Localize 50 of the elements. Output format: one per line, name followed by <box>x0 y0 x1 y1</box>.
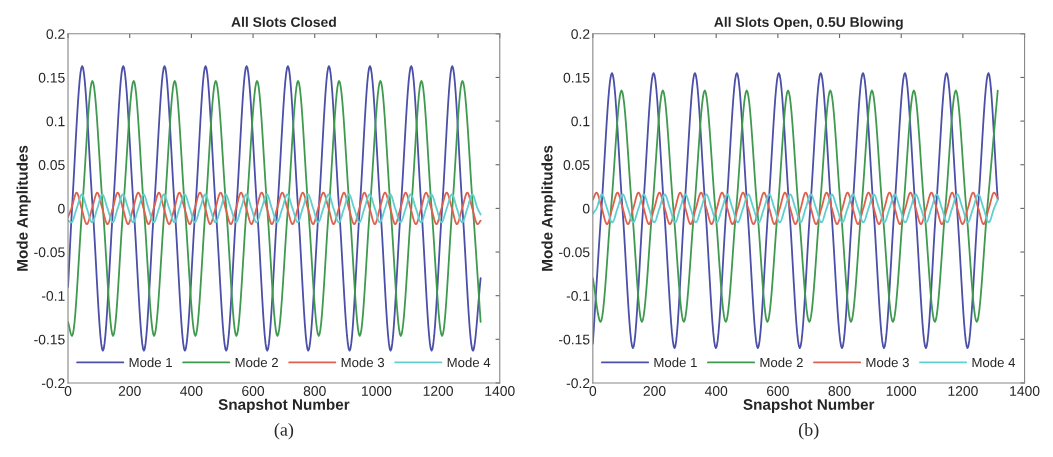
x-tick-label: 0 <box>64 386 72 396</box>
x-tick-label: 1000 <box>886 386 917 396</box>
x-tick-label: 600 <box>242 386 265 396</box>
legend-label: Mode 1 <box>654 357 697 368</box>
y-tick-label: 0.15 <box>563 72 590 83</box>
legend-label: Mode 4 <box>447 357 491 368</box>
y-axis-title: Mode Amplitudes <box>16 145 31 271</box>
y-tick-label: 0.2 <box>571 29 590 39</box>
legend-label: Mode 3 <box>866 357 909 368</box>
legend-label: Mode 2 <box>235 357 278 368</box>
x-tick-label: 400 <box>704 386 728 396</box>
y-tick-label: -0.05 <box>559 247 590 258</box>
text: (a) <box>274 423 294 440</box>
x-tick-label: 400 <box>180 386 203 396</box>
y-axis-title: Mode Amplitudes <box>541 145 556 271</box>
x-tick-label: 200 <box>118 386 141 396</box>
x-tick-label: 1400 <box>1010 386 1040 396</box>
chart-title: All Slots Closed <box>231 16 336 28</box>
x-tick-label: 1000 <box>362 386 392 396</box>
y-tick-label: -0.2 <box>566 378 590 389</box>
y-tick-label: -0.15 <box>559 334 590 345</box>
y-tick-label: 0.05 <box>38 160 65 170</box>
x-tick-label: 1200 <box>948 386 978 396</box>
x-axis-title: Snapshot Number <box>743 398 875 413</box>
y-tick-label: -0.1 <box>41 291 65 301</box>
x-tick-label: 600 <box>766 386 789 396</box>
y-tick-label: -0.15 <box>34 334 65 345</box>
text: (b) <box>798 423 819 440</box>
y-tick-label: 0.1 <box>571 116 590 127</box>
x-tick-label: 800 <box>303 386 326 396</box>
legend-label: Mode 1 <box>129 357 172 368</box>
x-tick-label: 0 <box>589 386 597 396</box>
x-tick-label: 1200 <box>423 386 453 396</box>
legend-label: Mode 4 <box>972 357 1016 368</box>
y-tick-label: 0.15 <box>38 72 65 83</box>
y-tick-label: -0.1 <box>566 291 590 301</box>
y-tick-label: -0.2 <box>41 378 65 389</box>
y-tick-label: 0.05 <box>563 160 590 170</box>
x-tick-label: 200 <box>643 386 666 396</box>
y-tick-label: 0.1 <box>46 116 65 127</box>
x-tick-label: 800 <box>828 386 851 396</box>
x-tick-label: 1400 <box>485 386 515 396</box>
y-tick-label: 0.2 <box>46 29 65 39</box>
legend-label: Mode 3 <box>341 357 385 368</box>
y-tick-label: 0 <box>58 203 65 214</box>
chart-title: All Slots Open, 0.5U Blowing <box>714 16 903 30</box>
y-tick-label: 0 <box>582 203 590 214</box>
y-tick-label: -0.05 <box>34 247 65 258</box>
legend-label: Mode 2 <box>760 357 803 368</box>
x-axis-title: Snapshot Number <box>218 398 350 413</box>
